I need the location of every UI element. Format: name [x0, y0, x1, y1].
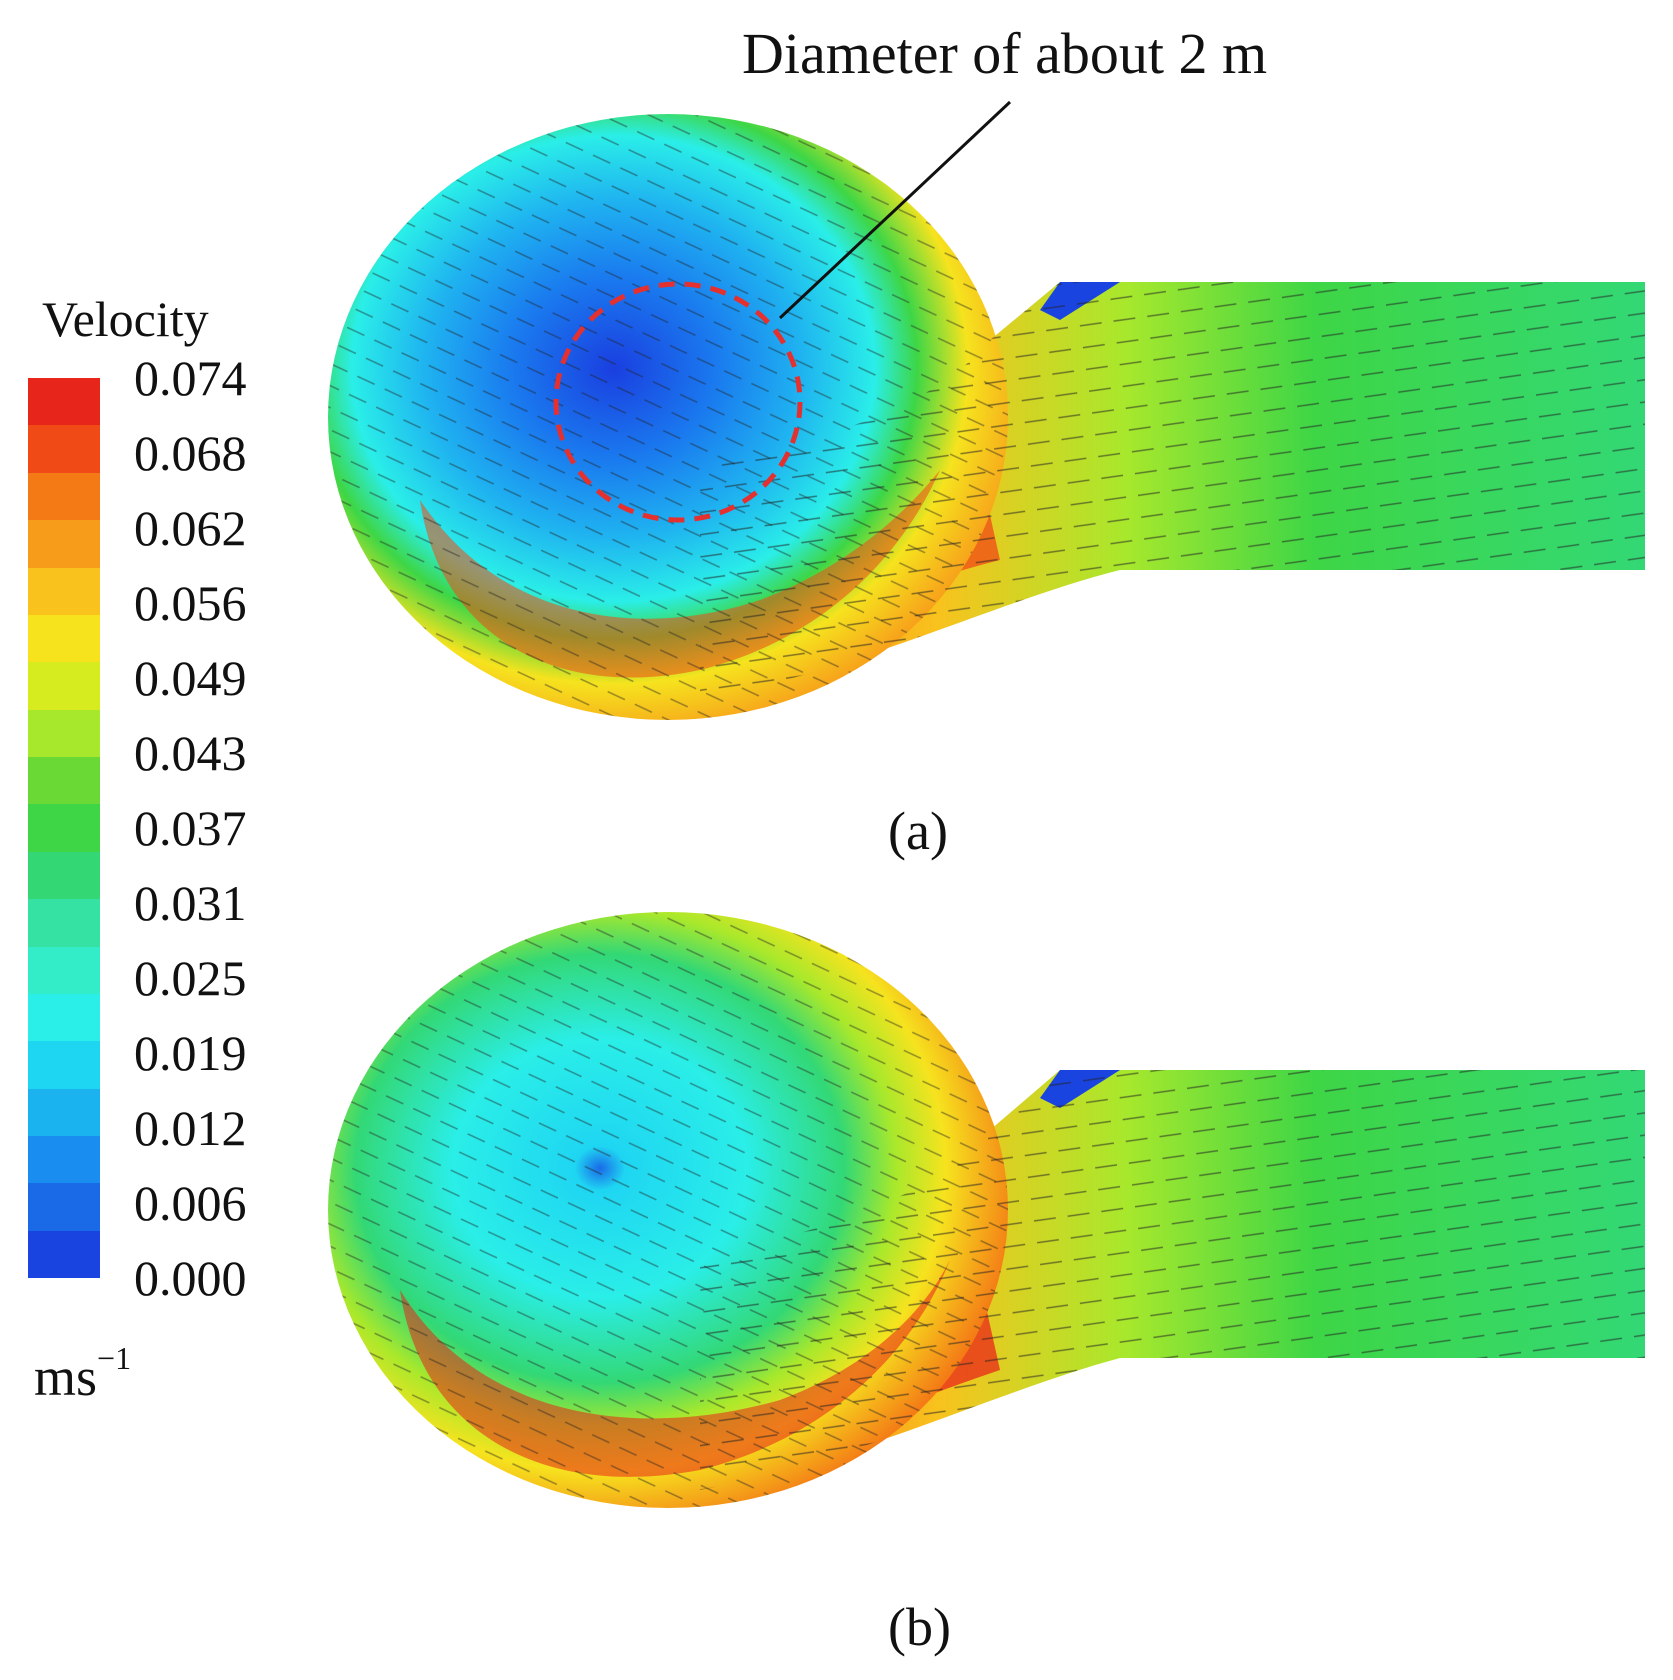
legend-tick-label: 0.025	[134, 950, 247, 1006]
legend-tick-label: 0.068	[134, 425, 247, 481]
color-scale-segment	[28, 1230, 100, 1279]
legend-tick-label: 0.006	[134, 1175, 247, 1231]
color-scale-segment	[28, 993, 100, 1042]
color-scale-bar	[28, 378, 100, 1279]
panel-b-contour	[328, 912, 1645, 1508]
panel-a-contour	[328, 100, 1645, 720]
legend-tick-label: 0.019	[134, 1025, 247, 1081]
legend-title: Velocity	[42, 291, 209, 347]
color-scale-segment	[28, 1041, 100, 1089]
color-scale-segment	[28, 1183, 100, 1231]
color-scale-segment	[28, 1088, 100, 1136]
vortex-diameter-circle	[553, 281, 803, 523]
color-scale-segment	[28, 851, 100, 900]
legend-tick-label: 0.012	[134, 1100, 247, 1156]
color-scale-segment	[28, 662, 100, 710]
legend-unit-base: ms	[34, 1347, 98, 1407]
color-scale-segment	[28, 946, 100, 994]
color-scale-segment	[28, 757, 100, 805]
legend-tick-label: 0.043	[134, 725, 247, 781]
color-scale-segment	[28, 709, 100, 757]
panel-label-a: (a)	[888, 801, 948, 861]
legend-tick-label: 0.074	[134, 350, 247, 406]
legend-tick-label: 0.000	[134, 1250, 247, 1306]
legend-tick-label: 0.037	[134, 800, 247, 856]
color-scale-segment	[28, 520, 100, 568]
color-scale-segment	[28, 472, 100, 521]
color-scale-segment	[28, 567, 100, 615]
legend-tick-label: 0.056	[134, 575, 247, 631]
panel-label-b: (b)	[888, 1597, 951, 1657]
color-scale-segment	[28, 804, 100, 852]
color-scale-segment	[28, 899, 100, 947]
color-scale-segment	[28, 614, 100, 663]
legend-tick-label: 0.031	[134, 875, 247, 931]
annotation-text: Diameter of about 2 m	[742, 21, 1268, 86]
color-scale-segment	[28, 1136, 100, 1184]
color-scale-segment	[28, 425, 100, 473]
legend-unit: ms−1	[34, 1340, 131, 1408]
color-scale-segment	[28, 378, 100, 426]
annotation-leader-line	[778, 100, 1012, 320]
legend-tick-label: 0.062	[134, 500, 247, 556]
legend-tick-label: 0.049	[134, 650, 247, 706]
legend-unit-exponent: −1	[97, 1340, 132, 1376]
